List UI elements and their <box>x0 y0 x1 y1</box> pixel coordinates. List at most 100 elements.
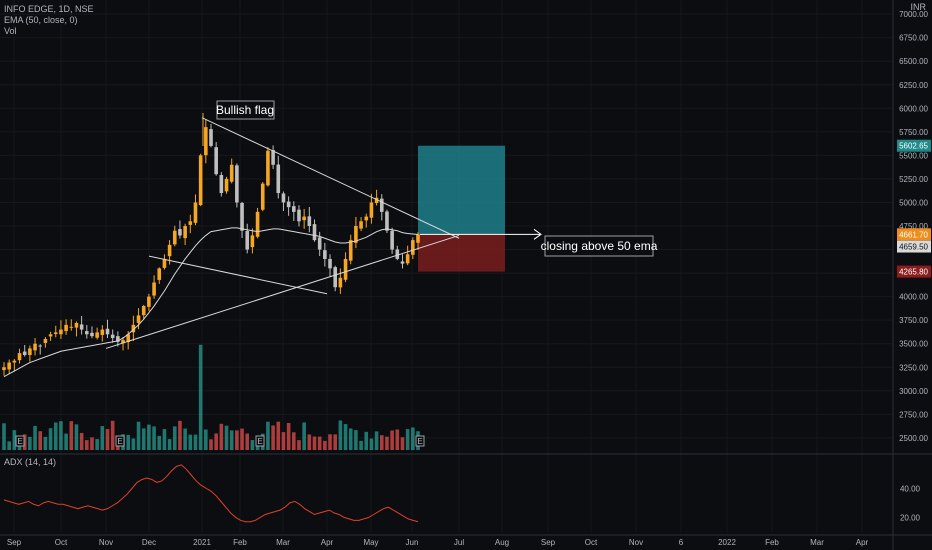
candle-body <box>260 183 265 210</box>
adx-tick-label: 40.00 <box>900 484 921 493</box>
volume-bar <box>209 439 213 450</box>
price-tick-label: 5500.00 <box>899 151 928 160</box>
time-tick-label: Feb <box>765 538 779 547</box>
volume-bar <box>48 428 53 450</box>
volume-bar <box>43 436 48 450</box>
volume-bar <box>395 429 400 450</box>
stop-zone <box>418 234 505 272</box>
candle-body <box>64 324 68 332</box>
ema-legend[interactable]: EMA (50, close, 0) <box>4 15 78 25</box>
annotation-labels[interactable]: Bullish flag closing above 50 ema E E E E <box>15 100 658 447</box>
price-tag-ema <box>897 240 931 253</box>
symbol-title[interactable]: INFO EDGE, 1D, NSE <box>4 4 94 14</box>
price-axis[interactable]: 2500.00 2750.00 3000.00 3250.00 3500.00 3750.… <box>897 10 931 522</box>
candle-body <box>297 209 301 222</box>
candle-body <box>307 216 312 226</box>
volume-bar <box>286 422 291 450</box>
candle-body <box>317 237 322 250</box>
candle-body <box>188 221 193 225</box>
candle-body <box>390 230 394 250</box>
volume-bar <box>131 438 136 450</box>
candle-body <box>183 226 187 239</box>
candle-body <box>136 315 141 323</box>
adx-legend[interactable]: ADX (14, 14) <box>4 457 57 467</box>
candle-body <box>48 334 53 337</box>
candle-body <box>12 360 17 363</box>
volume-bar <box>328 434 332 450</box>
volume-bar <box>147 424 151 450</box>
flag-label-box <box>216 100 275 120</box>
volume-bar <box>141 428 146 450</box>
time-tick-label: Apr <box>856 538 869 547</box>
candle-body <box>312 224 317 241</box>
candle-body <box>90 332 94 337</box>
candle-body <box>364 216 369 221</box>
volume-bar <box>53 422 58 450</box>
position-zones[interactable] <box>418 145 505 272</box>
price-tick-label: 3000.00 <box>899 387 928 396</box>
volume-legend[interactable]: Vol <box>4 26 17 36</box>
volume-bar <box>28 436 32 450</box>
volume-bar <box>69 421 74 450</box>
candle-body <box>167 244 172 257</box>
volume-bar <box>266 421 270 450</box>
price-tick-label: 6250.00 <box>899 81 928 90</box>
adx-tick-label: 20.00 <box>900 513 921 522</box>
candle-body <box>333 267 337 288</box>
volume-bar <box>343 424 348 450</box>
volume-bar <box>193 434 198 450</box>
volume-bar <box>136 421 141 450</box>
price-tag-current <box>897 228 931 241</box>
price-tag-label-target: 5602.65 <box>899 142 928 151</box>
currency-label: INR <box>910 2 927 12</box>
volume-bar <box>172 426 177 450</box>
volume-bar <box>90 437 94 450</box>
price-tick-label: 2500.00 <box>899 434 928 443</box>
candle-body <box>250 235 255 248</box>
time-tick-label: Mar <box>810 538 824 547</box>
candle-body <box>110 334 115 339</box>
volume-bar <box>105 429 110 450</box>
candle-body <box>157 268 162 280</box>
candle-body <box>235 165 239 203</box>
volume-bar <box>379 435 384 450</box>
volume-bar <box>59 421 63 450</box>
volume-bar <box>12 430 17 450</box>
candle-body <box>395 249 400 259</box>
volume-bar <box>2 423 6 450</box>
volume-bar <box>281 432 286 450</box>
volume-bar <box>333 434 337 450</box>
volume-bar <box>271 425 275 450</box>
time-tick-label: Sep <box>7 538 22 547</box>
candle-body <box>292 206 296 212</box>
candle-body <box>28 348 32 356</box>
time-tick-label: Oct <box>55 538 68 547</box>
trendline-flag-upper <box>201 117 460 239</box>
time-tick-label: 2021 <box>193 538 211 547</box>
time-tick-label: Aug <box>495 538 509 547</box>
volume-bar <box>95 439 99 450</box>
candle-body <box>286 201 291 208</box>
ema-50-line <box>3 227 419 378</box>
candle-body <box>400 261 405 264</box>
flag-label: Bullish flag <box>216 103 274 117</box>
time-tick-label: 6 <box>679 538 684 547</box>
price-tag-stop <box>897 265 931 278</box>
candle-body <box>193 202 198 223</box>
volume-bar <box>348 428 353 450</box>
candle-body <box>105 328 110 335</box>
candle-body <box>53 332 58 335</box>
volume-bar <box>385 436 389 450</box>
candles <box>2 113 420 376</box>
volume-bar <box>204 429 208 450</box>
volume-bar <box>302 422 306 450</box>
volume-bar <box>64 433 68 450</box>
volume-bar <box>245 433 250 450</box>
time-axis[interactable]: Sep Oct Nov Dec 2021 Feb Mar Apr May Jun Jul Aug Sep… <box>7 538 869 547</box>
volume-bar <box>235 430 239 450</box>
target-zone <box>418 145 505 235</box>
candle-body <box>147 296 151 307</box>
candle-body <box>95 332 99 338</box>
candle-body <box>224 178 229 192</box>
